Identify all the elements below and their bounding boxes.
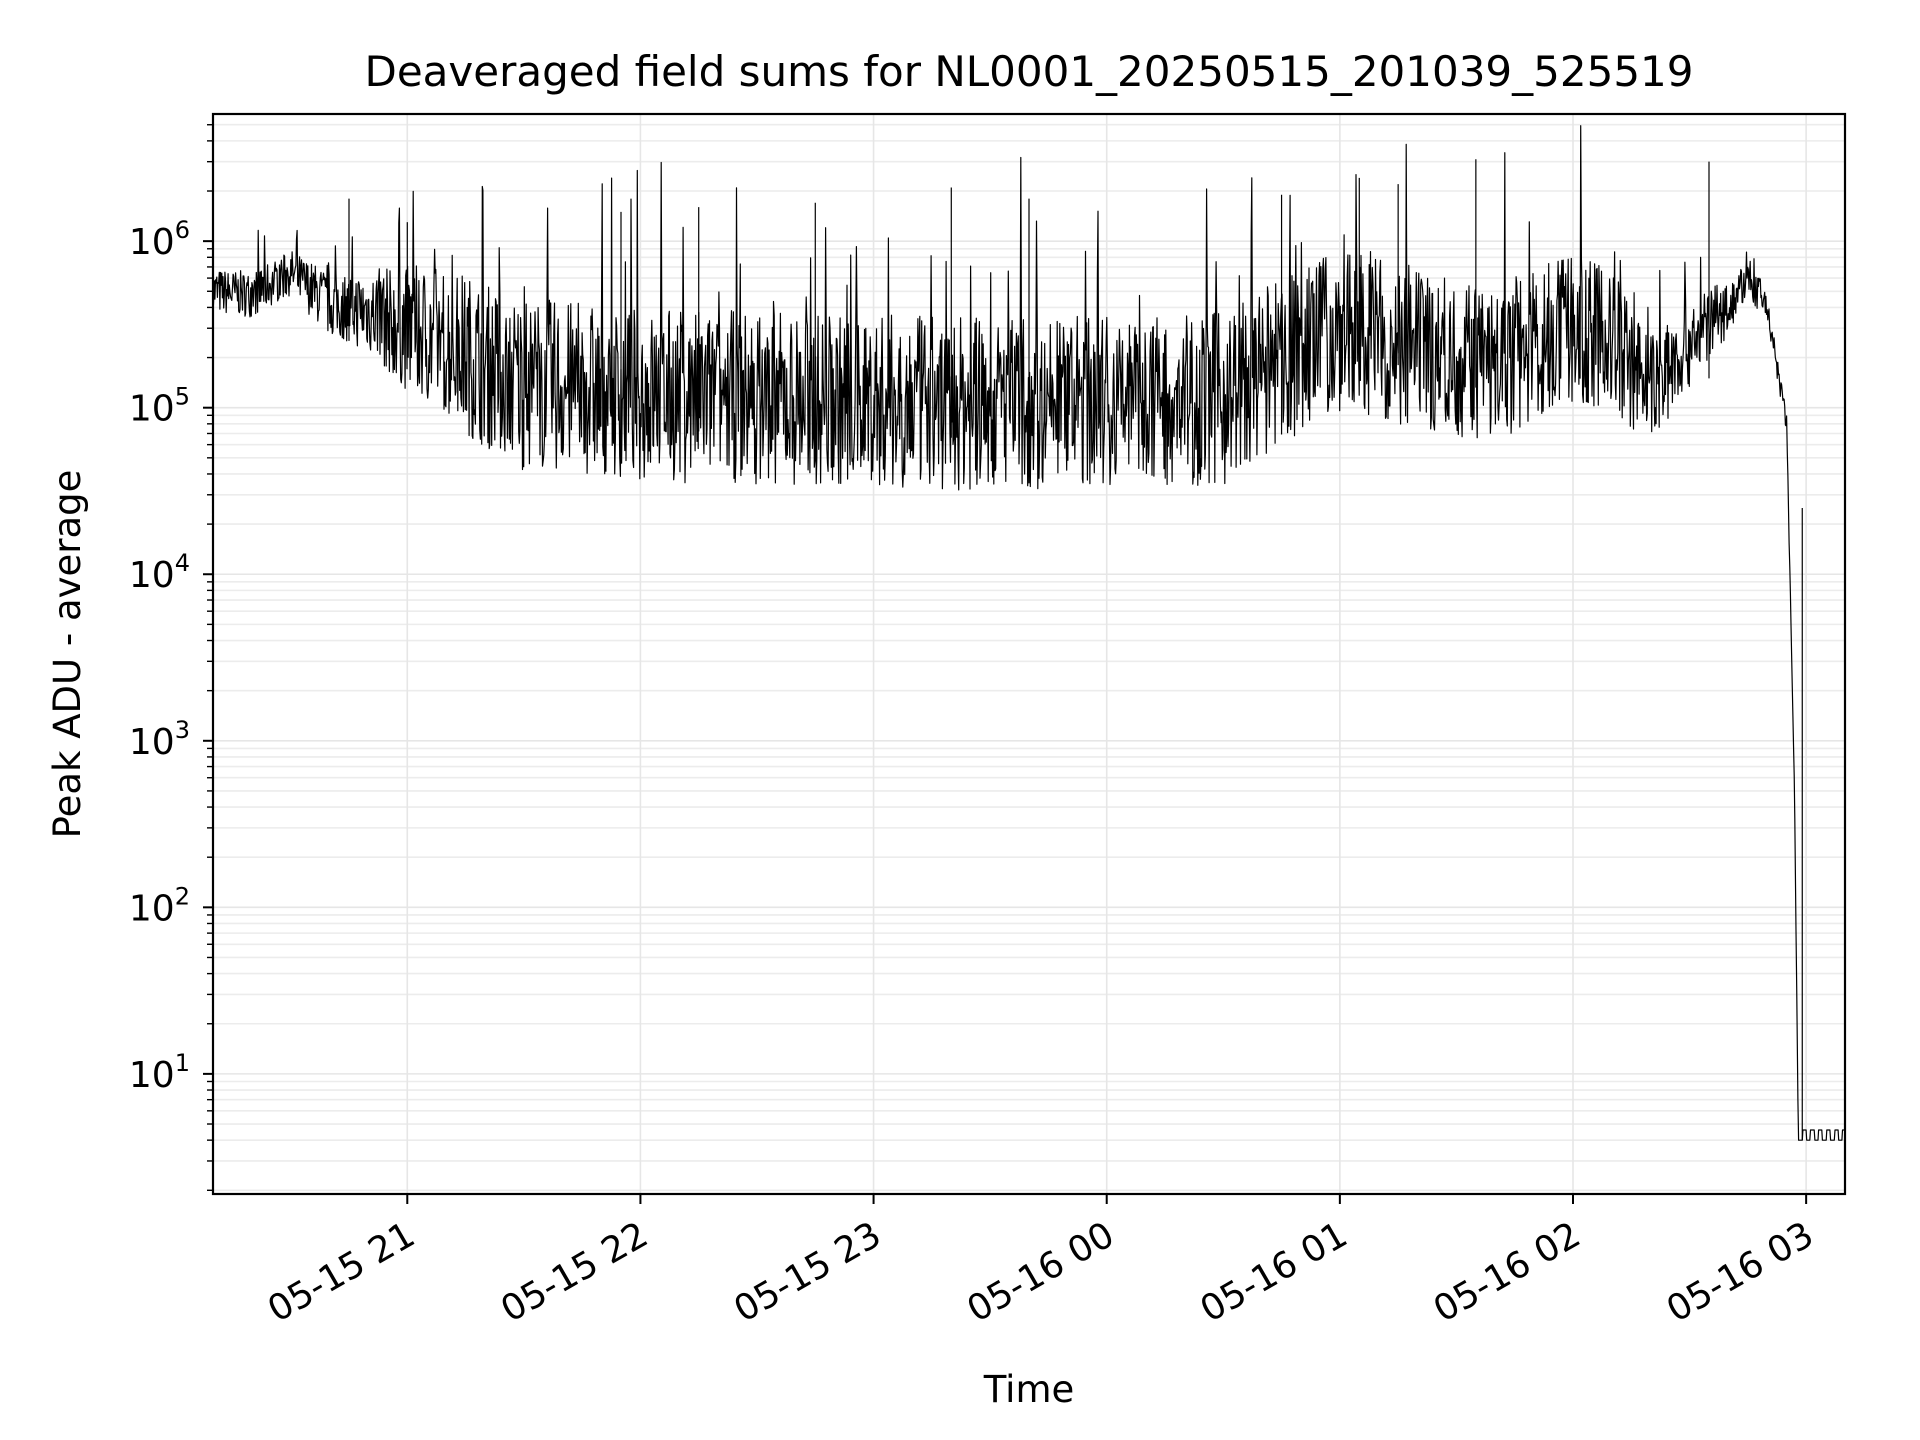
- y-tick-label: 105: [129, 383, 190, 430]
- chart-title: Deaveraged field sums for NL0001_2025051…: [365, 47, 1694, 96]
- y-tick-label: 106: [129, 216, 190, 263]
- x-axis-label: Time: [983, 1368, 1075, 1411]
- y-axis-label: Peak ADU - average: [46, 470, 89, 839]
- series-line: [212, 125, 1845, 1141]
- y-tick-label: 101: [129, 1049, 190, 1096]
- y-tick-label: 104: [129, 549, 190, 596]
- plot-frame: [211, 112, 1847, 1196]
- y-tick-label: 102: [129, 882, 190, 929]
- y-tick-label: 103: [129, 716, 190, 763]
- series-line-group: [212, 125, 1845, 1141]
